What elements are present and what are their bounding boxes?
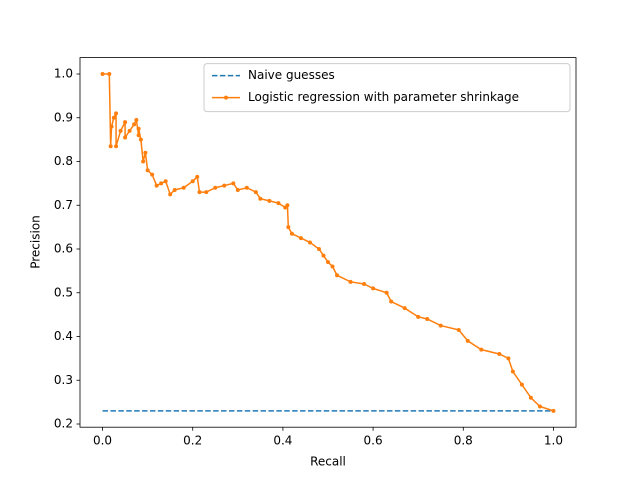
- x-tick-label: 1.0: [544, 434, 563, 448]
- point: [506, 356, 511, 361]
- point: [276, 201, 281, 206]
- point: [258, 196, 263, 201]
- point: [389, 299, 394, 304]
- legend-marker: [224, 95, 228, 100]
- y-tick-label: 0.9: [54, 110, 73, 124]
- point: [136, 126, 141, 131]
- point: [438, 323, 443, 328]
- x-axis-label: Recall: [310, 455, 346, 469]
- point: [143, 150, 148, 155]
- point: [138, 137, 143, 142]
- legend-label: Naive guesses: [248, 68, 335, 82]
- point: [132, 122, 137, 127]
- plot-frame: [79, 57, 577, 428]
- x-tick-label: 0.0: [93, 434, 112, 448]
- point: [402, 306, 407, 311]
- y-tick-label: 0.2: [54, 417, 73, 431]
- point: [285, 203, 290, 208]
- point: [326, 260, 330, 265]
- point: [537, 404, 542, 409]
- point: [465, 338, 470, 343]
- point: [519, 382, 524, 387]
- y-tick-label: 0.7: [54, 198, 73, 212]
- point: [335, 273, 340, 278]
- point: [114, 111, 119, 116]
- point: [289, 231, 294, 236]
- point: [118, 128, 123, 133]
- point: [235, 187, 240, 192]
- point: [222, 183, 227, 188]
- y-axis-label: Precision: [29, 215, 43, 269]
- point: [168, 192, 173, 197]
- point: [114, 144, 119, 149]
- point: [213, 185, 218, 190]
- point: [371, 286, 376, 291]
- point: [108, 144, 113, 149]
- y-tick-label: 0.5: [54, 285, 73, 299]
- point: [425, 317, 430, 322]
- point: [123, 120, 128, 125]
- x-tick-label: 0.8: [454, 434, 473, 448]
- point: [141, 159, 146, 164]
- point: [109, 124, 114, 129]
- y-tick-label: 1.0: [54, 67, 73, 81]
- point: [456, 327, 461, 332]
- point: [204, 190, 209, 195]
- point: [150, 172, 155, 177]
- point: [510, 369, 515, 374]
- point: [479, 347, 484, 352]
- x-tick-label: 0.4: [273, 434, 292, 448]
- point: [362, 282, 367, 287]
- point: [181, 185, 186, 190]
- point: [298, 236, 303, 241]
- point: [195, 174, 200, 179]
- point: [134, 117, 139, 122]
- point: [316, 247, 321, 252]
- point: [159, 181, 164, 186]
- point: [197, 190, 202, 195]
- legend-box: [203, 63, 571, 113]
- x-tick-label: 0.2: [183, 434, 202, 448]
- point: [528, 395, 533, 400]
- point: [111, 115, 116, 120]
- point: [123, 135, 128, 140]
- point: [136, 133, 141, 138]
- point: [154, 183, 159, 188]
- point: [190, 179, 195, 184]
- point: [253, 190, 258, 195]
- point: [127, 128, 132, 133]
- point: [551, 408, 556, 413]
- point: [244, 185, 249, 190]
- point: [307, 240, 312, 245]
- point: [163, 179, 168, 184]
- y-tick-label: 0.6: [54, 242, 73, 256]
- y-tick-label: 0.3: [54, 373, 73, 387]
- point: [416, 314, 421, 319]
- point: [145, 168, 150, 173]
- point: [330, 264, 335, 269]
- y-tick-label: 0.4: [54, 329, 73, 343]
- point: [267, 198, 272, 203]
- point: [172, 187, 177, 192]
- point: [321, 253, 326, 258]
- point: [286, 225, 291, 230]
- point: [348, 279, 353, 284]
- point: [384, 290, 389, 295]
- point: [497, 352, 502, 357]
- point: [231, 181, 236, 186]
- x-tick-label: 0.6: [364, 434, 383, 448]
- point: [100, 72, 105, 77]
- legend-label: Logistic regression with parameter shrin…: [248, 90, 519, 104]
- series-line: [102, 73, 554, 412]
- point: [107, 72, 112, 77]
- y-tick-label: 0.8: [54, 154, 73, 168]
